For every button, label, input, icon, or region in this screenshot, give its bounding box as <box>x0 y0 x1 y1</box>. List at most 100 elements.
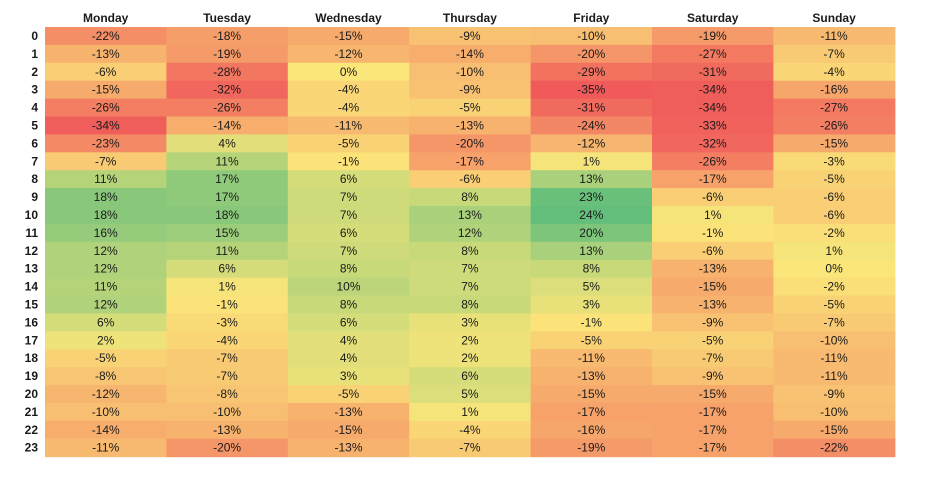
heatmap-cell <box>45 170 167 189</box>
cell-value-label: -2% <box>823 226 845 240</box>
heatmap-cell <box>166 295 289 314</box>
heatmap-cell <box>45 116 167 135</box>
cell-value-label: -6% <box>702 190 724 204</box>
heatmap-cell <box>652 420 774 440</box>
heatmap-cell <box>166 331 289 350</box>
cell-value-label: 24% <box>579 208 603 222</box>
cell-value-label: -18% <box>213 29 241 43</box>
cell-value-label: 6% <box>340 172 358 186</box>
heatmap-cell <box>530 152 653 171</box>
heatmap-cell <box>530 259 653 279</box>
heatmap-cell <box>409 223 532 243</box>
row-label-0: 0 <box>31 29 38 43</box>
heatmap-cell <box>45 295 167 314</box>
heatmap-cell <box>652 44 774 64</box>
cell-value-label: 6% <box>461 369 479 383</box>
heatmap-cell <box>45 188 167 207</box>
cell-value-label: 13% <box>458 208 482 222</box>
cell-value-label: -4% <box>216 333 238 347</box>
cell-value-label: 23% <box>579 190 603 204</box>
cell-value-label: -24% <box>577 118 605 132</box>
cell-value-label: -2% <box>823 280 845 294</box>
cell-value-label: -17% <box>699 441 727 455</box>
heatmap-cell <box>409 331 532 350</box>
cell-value-label: -6% <box>702 244 724 258</box>
cell-value-label: -7% <box>823 315 845 329</box>
cell-value-label: 8% <box>340 262 358 276</box>
heatmap-cell <box>530 420 653 440</box>
heatmap-cell <box>652 170 774 189</box>
cell-value-label: 13% <box>579 172 603 186</box>
heatmap-cell <box>45 27 167 46</box>
heatmap-cell <box>166 98 289 118</box>
row-label-21: 21 <box>25 405 39 419</box>
cell-value-label: -26% <box>92 101 120 115</box>
cell-value-label: -5% <box>459 101 481 115</box>
cell-value-label: 6% <box>340 226 358 240</box>
heatmap-cell <box>652 402 774 422</box>
heatmap-cell <box>166 62 289 82</box>
heatmap-cell <box>287 80 410 100</box>
cell-value-label: 10% <box>336 280 360 294</box>
heatmap-cell <box>530 62 653 82</box>
heatmap-cell <box>773 367 896 386</box>
heatmap-cell <box>287 152 410 171</box>
heatmap-cell <box>652 27 774 46</box>
heatmap-cell <box>773 98 896 118</box>
cell-value-label: -29% <box>577 65 605 79</box>
cell-value-label: -16% <box>577 423 605 437</box>
heatmap-cell <box>45 402 167 422</box>
heatmap-cell <box>409 241 532 261</box>
cell-value-label: -7% <box>459 441 481 455</box>
cell-value-label: -34% <box>699 101 727 115</box>
heatmap-cell <box>530 367 653 386</box>
cell-value-label: -9% <box>459 83 481 97</box>
heatmap-cell <box>773 259 896 279</box>
heatmap-cell <box>773 385 896 404</box>
cell-value-label: -11% <box>335 118 362 132</box>
heatmap-cell <box>409 420 532 440</box>
heatmap-cell <box>652 188 774 207</box>
row-label-15: 15 <box>25 297 39 311</box>
heatmap-cell <box>287 170 410 189</box>
row-label-4: 4 <box>31 101 38 115</box>
heatmap-cell <box>166 170 289 189</box>
column-header-wednesday: Wednesday <box>315 11 382 25</box>
heatmap-cell <box>45 331 167 350</box>
cell-value-label: 12% <box>94 244 118 258</box>
heatmap-cell <box>409 259 532 279</box>
cell-value-label: -5% <box>823 297 845 311</box>
cell-value-label: -7% <box>702 351 724 365</box>
heatmap-cell <box>45 152 167 171</box>
cell-value-label: -1% <box>702 226 724 240</box>
cell-value-label: -12% <box>92 387 120 401</box>
cell-value-label: -4% <box>823 65 845 79</box>
heatmap-cell <box>530 170 653 189</box>
column-headers: Monday Tuesday Wednesday Thursday Friday Satu… <box>83 11 856 25</box>
heatmap-cell <box>409 367 532 386</box>
cell-value-label: -13% <box>456 118 484 132</box>
heatmap-cell <box>652 277 774 297</box>
heatmap-cell <box>409 385 532 404</box>
cell-value-label: -26% <box>699 154 727 168</box>
heatmap-cell <box>166 367 289 386</box>
heatmap-cell <box>45 420 167 440</box>
cell-value-label: -4% <box>338 101 360 115</box>
cell-value-label: -13% <box>699 262 727 276</box>
heatmap-cell <box>652 313 774 332</box>
cell-value-label: 15% <box>215 226 239 240</box>
row-label-2: 2 <box>31 65 38 79</box>
row-label-18: 18 <box>25 351 39 365</box>
cell-value-label: -6% <box>823 208 845 222</box>
cell-value-label: -17% <box>456 154 484 168</box>
heatmap-cells: -22% -18% -15% -9% -10% -19% -11% -13% -19% -12% -… <box>45 27 896 458</box>
cell-value-label: -1% <box>338 154 360 168</box>
heatmap-cell <box>166 188 289 207</box>
heatmap-cell <box>773 62 896 82</box>
heatmap-cell <box>773 206 896 225</box>
cell-value-label: -1% <box>216 297 238 311</box>
cell-value-label: 7% <box>340 190 358 204</box>
heatmap-cell <box>409 349 532 368</box>
heatmap-cell <box>287 295 410 314</box>
cell-value-label: -10% <box>820 333 848 347</box>
